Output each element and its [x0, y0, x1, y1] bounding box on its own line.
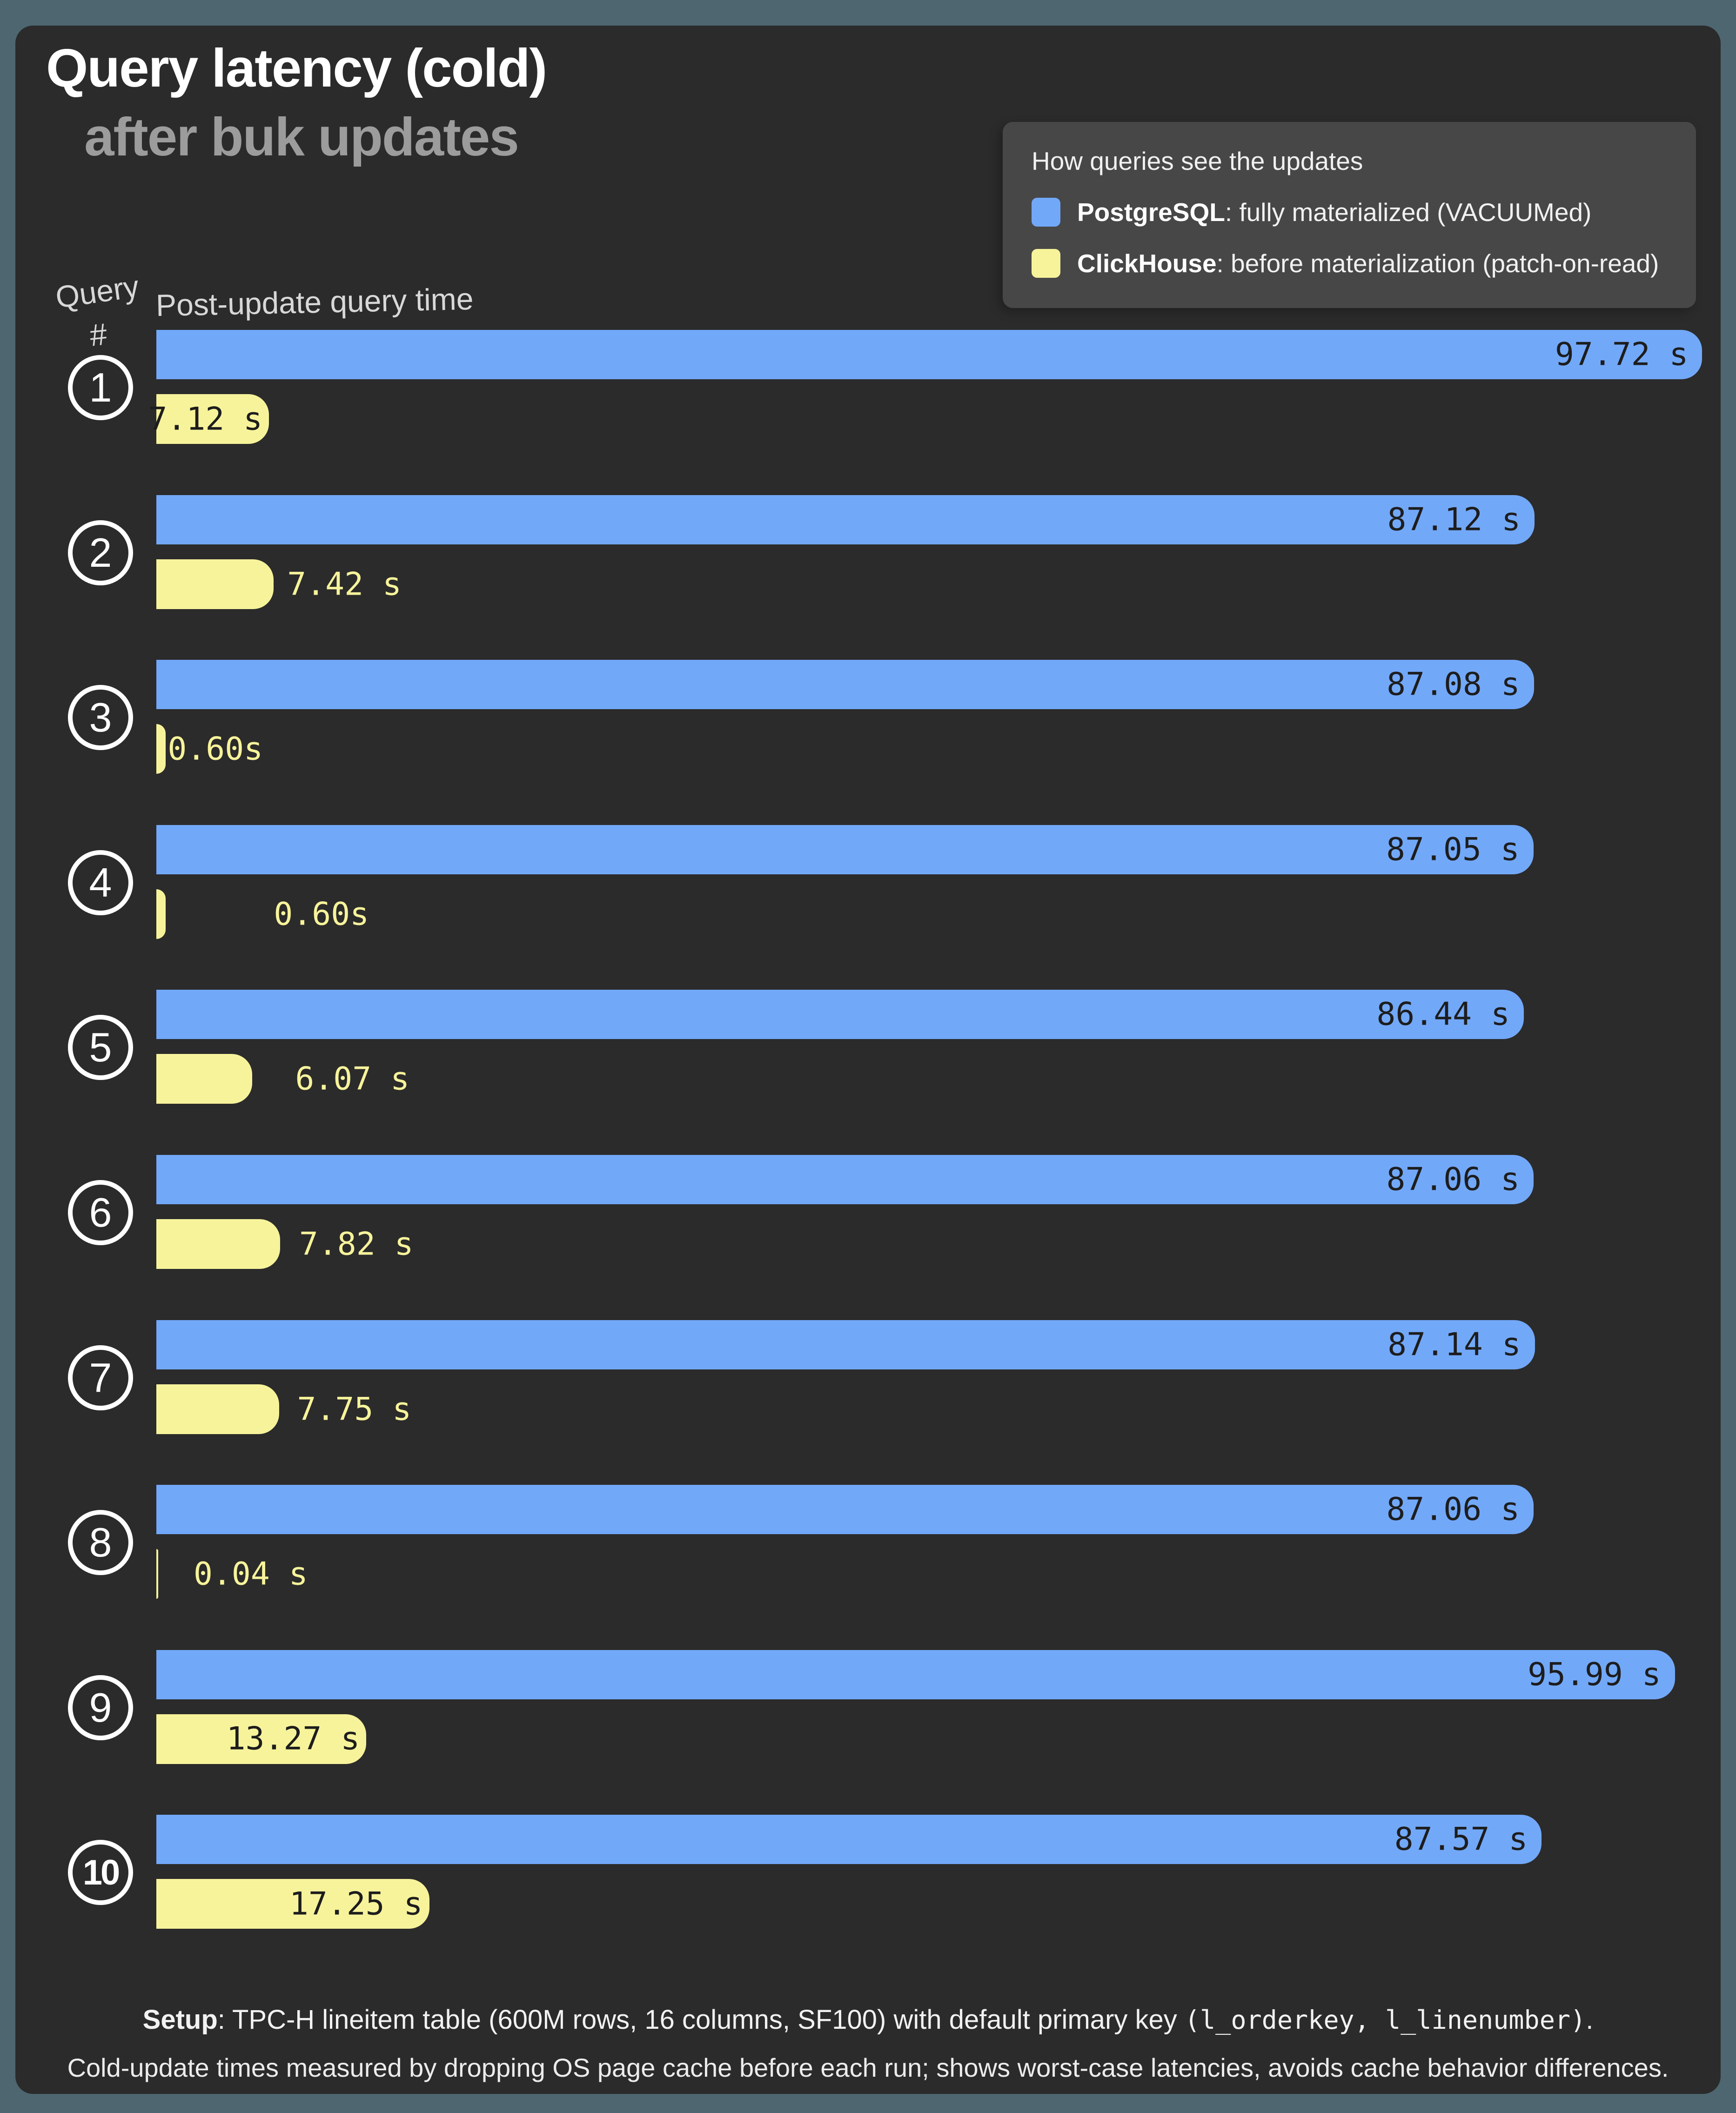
postgresql-bar-label: 87.08 s: [1387, 666, 1520, 703]
clickhouse-bar-label: 7.12 s: [148, 401, 263, 437]
query-number: 1: [68, 355, 133, 420]
clickhouse-bar: [156, 1384, 279, 1434]
postgresql-bar-label: 95.99 s: [1528, 1656, 1661, 1693]
postgresql-bar-label: 87.57 s: [1394, 1821, 1528, 1858]
column-header-value: Post-update query time: [155, 281, 474, 323]
postgresql-bar-label: 97.72 s: [1555, 336, 1689, 373]
postgresql-bar-label: 87.06 s: [1386, 1491, 1520, 1528]
clickhouse-bar-label: 7.75 s: [297, 1391, 412, 1428]
footer-primary-key-code: (l_orderkey, l_linenumber): [1184, 2005, 1586, 2035]
postgresql-bar: 87.06 s: [156, 1155, 1534, 1204]
clickhouse-bar: [156, 1549, 158, 1599]
query-row: 4 87.05 s 0.60s: [15, 825, 1721, 991]
postgresql-bar: 95.99 s: [156, 1650, 1675, 1699]
query-row: 8 87.06 s 0.04 s: [15, 1485, 1721, 1650]
postgresql-swatch-icon: [1032, 198, 1060, 227]
clickhouse-swatch-icon: [1032, 249, 1060, 278]
clickhouse-bar-label: 17.25 s: [289, 1885, 423, 1923]
query-row: 5 86.44 s 6.07 s: [15, 990, 1721, 1155]
postgresql-bar-label: 87.12 s: [1387, 501, 1521, 538]
clickhouse-bar: [156, 1219, 280, 1269]
legend-item-text: PostgreSQL: fully materialized (VACUUMed…: [1077, 198, 1592, 227]
clickhouse-bar-label: 0.60s: [274, 896, 369, 933]
postgresql-bar: 87.57 s: [156, 1815, 1542, 1865]
legend-item-text: ClickHouse: before materialization (patc…: [1077, 249, 1659, 278]
query-row: 6 87.06 s 7.82 s: [15, 1155, 1721, 1321]
clickhouse-bar-label: 0.60s: [168, 731, 263, 768]
query-number: 3: [68, 685, 133, 751]
query-number: 7: [68, 1345, 133, 1410]
query-row: 7 87.14 s 7.75 s: [15, 1320, 1721, 1486]
legend-item-clickhouse: ClickHouse: before materialization (patc…: [1032, 248, 1667, 278]
legend-item-postgresql: PostgreSQL: fully materialized (VACUUMed…: [1032, 197, 1667, 227]
column-header-query: Query: [53, 268, 141, 315]
postgresql-bar: 87.08 s: [156, 660, 1534, 710]
clickhouse-bar-label: 7.42 s: [287, 566, 402, 603]
postgresql-bar: 97.72 s: [156, 330, 1702, 379]
query-row: 9 95.99 s 13.27 s: [15, 1650, 1721, 1816]
postgresql-bar: 87.12 s: [156, 495, 1535, 544]
clickhouse-bar: 7.12 s: [148, 394, 269, 444]
footer-note: Cold-update times measured by dropping O…: [67, 2053, 1669, 2082]
postgresql-bar-label: 87.05 s: [1386, 831, 1520, 868]
clickhouse-bar-label: 13.27 s: [226, 1720, 360, 1757]
postgresql-bar: 87.05 s: [156, 825, 1534, 874]
clickhouse-bar-label: 0.04 s: [194, 1556, 308, 1593]
query-number: 2: [68, 520, 133, 585]
footer-setup-line: Setup: TPC-H lineitem table (600M rows, …: [142, 2005, 1594, 2035]
postgresql-bar-label: 87.06 s: [1386, 1161, 1520, 1198]
footer-setup-label: Setup: [142, 2005, 218, 2035]
page-subtitle: after buk updates: [84, 107, 519, 167]
postgresql-bar: 87.14 s: [156, 1320, 1535, 1369]
clickhouse-bar-label: 6.07 s: [295, 1060, 410, 1098]
query-number: 8: [68, 1510, 133, 1576]
page-title: Query latency (cold): [46, 38, 547, 98]
clickhouse-bar-label: 7.82 s: [299, 1226, 414, 1263]
chart-card: Query latency (cold) after buk updates H…: [15, 26, 1721, 2094]
query-row: 3 87.08 s 0.60s: [15, 660, 1721, 825]
postgresql-bar: 87.06 s: [156, 1485, 1534, 1535]
clickhouse-bar: [156, 724, 166, 774]
query-number: 10: [68, 1840, 133, 1905]
postgresql-bar-label: 87.14 s: [1387, 1326, 1521, 1363]
query-number: 4: [68, 850, 133, 915]
postgresql-bar-label: 86.44 s: [1376, 996, 1510, 1033]
query-number: 9: [68, 1675, 133, 1740]
clickhouse-bar: [156, 559, 274, 609]
query-row: 2 87.12 s 7.42 s: [15, 495, 1721, 661]
query-number: 5: [68, 1015, 133, 1080]
legend-title: How queries see the updates: [1032, 147, 1363, 175]
clickhouse-bar: 13.27 s: [156, 1714, 367, 1764]
clickhouse-bar: [156, 889, 166, 939]
query-row: 1 97.72 s 7.12 s: [15, 330, 1721, 496]
clickhouse-bar: [156, 1054, 253, 1104]
query-number: 6: [68, 1180, 133, 1245]
postgresql-bar: 86.44 s: [156, 990, 1524, 1040]
query-row: 10 87.57 s 17.25 s: [15, 1815, 1721, 1980]
chart-rows: 1 97.72 s 7.12 s 2 87.12 s 7.42 s 3 87.08 s 0.60…: [15, 330, 1721, 1986]
clickhouse-bar: 17.25 s: [156, 1879, 429, 1929]
legend: How queries see the updates PostgreSQL: …: [1003, 122, 1696, 308]
